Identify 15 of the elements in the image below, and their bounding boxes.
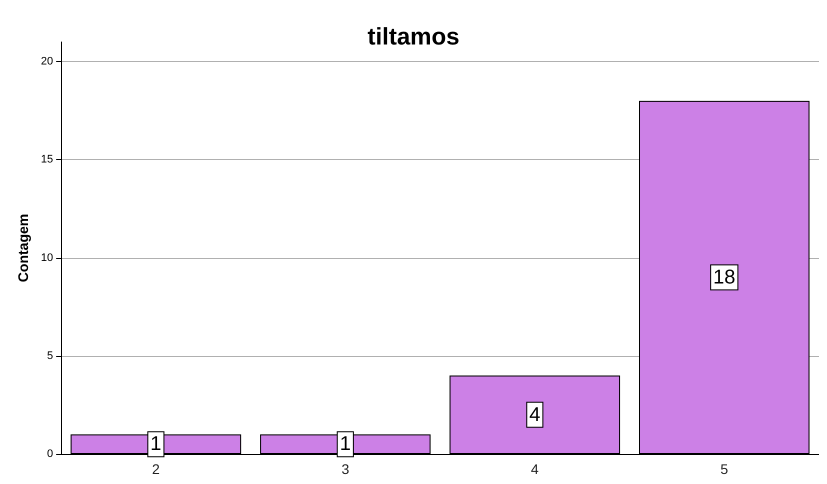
y-tick-label: 20: [40, 56, 54, 68]
data-label: 18: [713, 266, 736, 288]
data-label: 1: [150, 433, 162, 456]
chart-title: tiltamos: [367, 24, 460, 50]
x-tick-label: 3: [341, 461, 350, 477]
y-tick-label: 0: [47, 448, 54, 460]
data-label: 1: [340, 433, 351, 456]
y-axis-title: Contagem: [15, 214, 31, 282]
x-tick-label: 2: [152, 461, 160, 477]
y-tick-label: 10: [40, 252, 54, 264]
y-tick-label: 5: [47, 350, 54, 362]
data-label: 4: [529, 404, 540, 426]
x-tick-label: 5: [720, 461, 728, 477]
y-tick-label: 15: [40, 154, 54, 166]
x-tick-label: 4: [530, 461, 539, 477]
